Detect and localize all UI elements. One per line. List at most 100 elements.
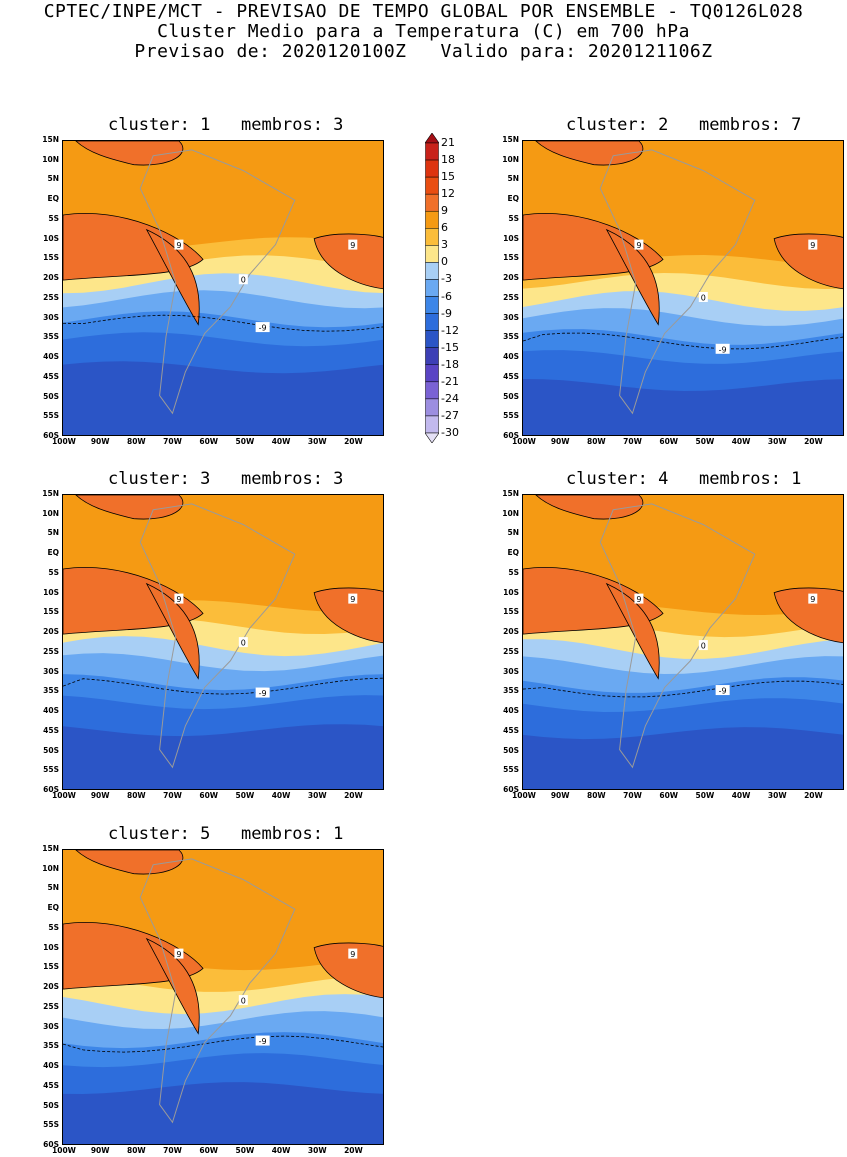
- lat-tick-label: 10N: [42, 863, 59, 873]
- map-cluster-5: 9 9 0 -9: [62, 849, 384, 1145]
- lat-tick-label: 5S: [48, 922, 59, 932]
- map-cluster-4: 9 9 0 -9: [522, 494, 844, 790]
- warm-blob-north: [535, 141, 644, 166]
- contour-label-m9: -9: [255, 687, 270, 698]
- lat-tick-label: 15N: [502, 135, 519, 144]
- lat-tick-label: 45S: [43, 1080, 59, 1090]
- lon-tick-label: 100W: [512, 791, 536, 800]
- lon-tick-label: 100W: [512, 437, 536, 446]
- lon-tick-label: 30W: [307, 791, 327, 800]
- lat-tick-label: 60S: [43, 1140, 59, 1149]
- colorbar-bin: [425, 296, 439, 314]
- lon-tick-label: 50W: [695, 791, 715, 800]
- lon-tick-label: 50W: [695, 437, 715, 446]
- colorbar-level-label: -30: [441, 426, 459, 439]
- lat-tick-label: 25S: [43, 1001, 59, 1011]
- lon-tick-label: 80W: [127, 791, 146, 800]
- warm-blob-east: [313, 233, 383, 290]
- colorbar-level-label: -9: [441, 306, 452, 320]
- svg-text:9: 9: [176, 241, 181, 250]
- lon-tick-label: 90W: [90, 791, 110, 800]
- colorbar-level-label: 18: [441, 153, 455, 167]
- contour-m9: [63, 677, 383, 695]
- lon-tick-label: 40W: [271, 437, 291, 446]
- svg-text:-9: -9: [719, 345, 727, 354]
- contour-label-0: 0: [238, 274, 248, 285]
- lat-tick-label: 10S: [43, 233, 59, 243]
- lon-tick-label: 70W: [163, 437, 182, 446]
- lat-tick-label: 20S: [43, 627, 59, 637]
- lat-tick-label: 35S: [43, 686, 59, 696]
- lat-tick-label: 15S: [43, 253, 59, 263]
- lat-tick-label: EQ: [47, 903, 60, 913]
- lat-tick-label: 30S: [43, 312, 59, 322]
- colorbar-bin: [425, 415, 439, 434]
- lat-tick-label: 35S: [503, 686, 519, 696]
- lon-tick-label: 30W: [767, 437, 787, 446]
- colorbar-bin: [425, 142, 439, 161]
- lon-tick-label: 30W: [307, 1146, 327, 1155]
- colorbar-level-label: 12: [441, 187, 455, 201]
- lat-tick-label: 50S: [43, 1100, 59, 1110]
- lat-tick-label: 35S: [43, 332, 59, 342]
- lon-tick-label: 70W: [623, 791, 642, 800]
- lat-tick-label: 25S: [43, 646, 59, 656]
- lat-tick-label: EQ: [507, 548, 520, 558]
- lat-tick-label: 5N: [507, 528, 520, 538]
- warm-blob-north: [75, 850, 184, 875]
- colorbar-level-label: -15: [441, 340, 459, 354]
- colorbar-level-label: -18: [441, 357, 459, 371]
- lon-tick-label: 60W: [659, 437, 679, 446]
- header-line-1: CPTEC/INPE/MCT - PREVISAO DE TEMPO GLOBA…: [43, 1, 804, 22]
- colorbar-bin: [425, 193, 439, 212]
- lat-tick-label: 15S: [503, 253, 519, 263]
- header-line-3: Previsao de: 2020120100Z Valido para: 20…: [134, 41, 713, 62]
- lat-tick-label: 5S: [508, 213, 519, 223]
- lon-tick-label: 100W: [52, 791, 76, 800]
- lat-tick-label: 45S: [43, 725, 59, 735]
- colorbar-bin: [425, 347, 439, 366]
- colorbar-bin: [425, 262, 439, 280]
- lat-tick-label: 55S: [503, 411, 519, 421]
- contour-label-9: 9: [634, 239, 644, 250]
- lat-tick-label: 10S: [503, 233, 519, 243]
- svg-text:-9: -9: [719, 687, 727, 696]
- map-cluster-1: 9 9 0 -9: [62, 140, 384, 436]
- colorbar-bin: [425, 381, 439, 400]
- map-cluster-3: 9 9 0 -9: [62, 494, 384, 790]
- lat-tick-label: 20S: [503, 627, 519, 637]
- lon-tick-label: 40W: [271, 791, 291, 800]
- svg-text:0: 0: [241, 639, 246, 648]
- lat-tick-label: 50S: [43, 391, 59, 401]
- panel-title-2: cluster: 2 membros: 7: [566, 115, 802, 135]
- warm-blob-andes: [145, 582, 200, 680]
- lat-tick-label: 40S: [43, 706, 59, 716]
- lon-tick-label: 30W: [307, 437, 327, 446]
- lat-tick-label: 45S: [503, 371, 519, 381]
- lat-tick-label: 5N: [507, 174, 520, 184]
- lat-tick-label: 45S: [503, 725, 519, 735]
- lat-tick-label: 55S: [43, 765, 59, 775]
- lat-tick-label: 15N: [502, 489, 519, 498]
- lat-tick-label: 15S: [43, 962, 59, 972]
- svg-text:-9: -9: [259, 1037, 267, 1046]
- lat-tick-label: 25S: [503, 292, 519, 302]
- lat-tick-label: 40S: [503, 352, 519, 362]
- contour-m9: [523, 332, 843, 350]
- lat-tick-label: 5S: [48, 567, 59, 577]
- colorbar-bin: [425, 245, 439, 263]
- lat-tick-label: 40S: [43, 1061, 59, 1071]
- lon-tick-label: 20W: [804, 791, 823, 800]
- contour-label-9-east: 9: [808, 593, 818, 604]
- colorbar-level-label: -6: [441, 289, 452, 303]
- colorbar-bottom-arrow: [424, 432, 440, 444]
- band-m15: [63, 361, 383, 435]
- lat-tick-label: 5S: [508, 567, 519, 577]
- lon-tick-label: 60W: [199, 1146, 219, 1155]
- lat-tick-label: 60S: [43, 431, 59, 440]
- lon-tick-label: 40W: [731, 791, 751, 800]
- lon-tick-label: 80W: [587, 791, 606, 800]
- contour-label-m9: -9: [255, 1035, 270, 1046]
- lat-tick-label: 15N: [42, 844, 59, 853]
- contour-label-9-east: 9: [348, 593, 358, 604]
